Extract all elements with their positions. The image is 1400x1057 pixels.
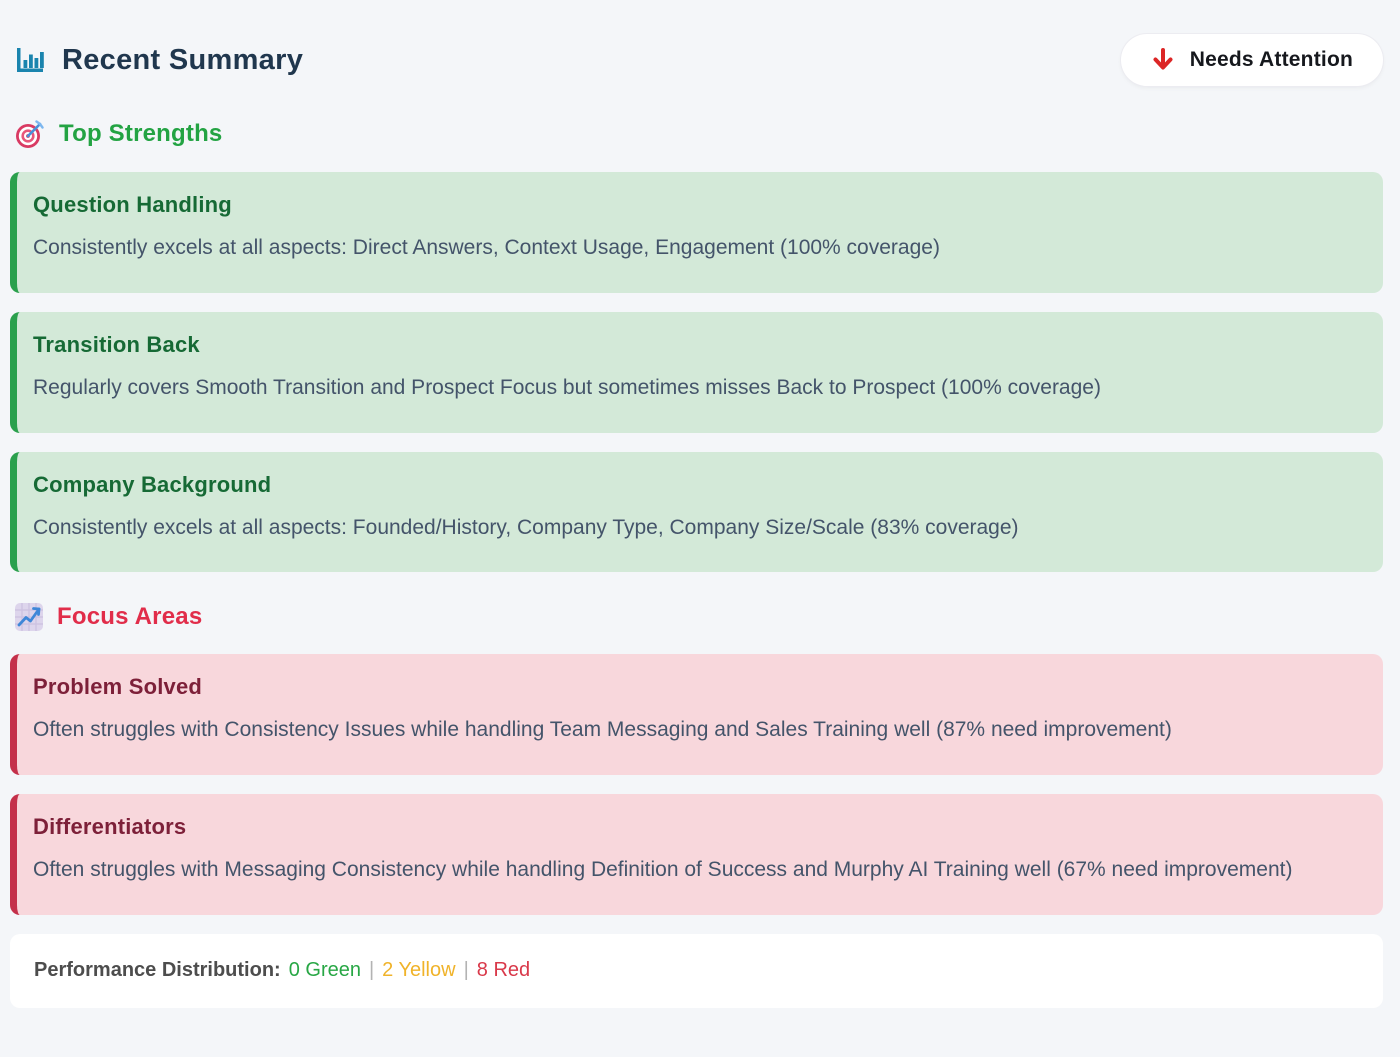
strength-card-company-background: Company Background Consistently excels a… bbox=[10, 451, 1383, 573]
card-description: Often struggles with Messaging Consisten… bbox=[33, 858, 1293, 881]
needs-attention-badge[interactable]: Needs Attention bbox=[1120, 34, 1383, 86]
card-description: Consistently excels at all aspects: Dire… bbox=[33, 236, 940, 259]
focus-areas-heading: Focus Areas bbox=[14, 602, 1383, 632]
card-title: Company Background bbox=[33, 471, 272, 497]
chart-increasing-icon bbox=[14, 602, 44, 632]
card-description: Often struggles with Consistency Issues … bbox=[33, 718, 1172, 742]
bar-chart-icon bbox=[14, 45, 46, 75]
card-title: Question Handling bbox=[33, 192, 232, 217]
title-wrap: Recent Summary bbox=[14, 44, 303, 77]
green-count: 0 Green bbox=[288, 958, 361, 981]
yellow-count: 2 Yellow bbox=[382, 958, 456, 981]
separator: | bbox=[368, 958, 375, 981]
strength-card-question-handling: Question Handling Consistently excels at… bbox=[10, 172, 1383, 293]
focus-card-differentiators: Differentiators Often struggles with Mes… bbox=[10, 794, 1383, 915]
focus-card-problem-solved: Problem Solved Often struggles with Cons… bbox=[10, 654, 1383, 775]
focus-areas-label: Focus Areas bbox=[57, 603, 203, 631]
card-description: Regularly covers Smooth Transition and P… bbox=[33, 375, 1101, 399]
top-strengths-label: Top Strengths bbox=[59, 120, 223, 147]
dart-target-icon bbox=[14, 118, 46, 150]
down-arrow-icon bbox=[1151, 47, 1175, 73]
page-title: Recent Summary bbox=[62, 43, 304, 76]
red-count: 8 Red bbox=[476, 958, 531, 981]
badge-label: Needs Attention bbox=[1189, 48, 1353, 71]
top-strengths-heading: Top Strengths bbox=[14, 118, 1383, 150]
recent-summary-panel: Recent Summary Needs Attention Top bbox=[10, 34, 1383, 1008]
performance-distribution-card: Performance Distribution: 0 Green | 2 Yello… bbox=[10, 933, 1383, 1008]
performance-distribution-label: Performance Distribution: bbox=[34, 958, 281, 981]
strength-card-transition-back: Transition Back Regularly covers Smooth … bbox=[10, 311, 1383, 433]
card-title: Problem Solved bbox=[33, 674, 203, 700]
header: Recent Summary Needs Attention bbox=[10, 34, 1383, 86]
separator: | bbox=[463, 958, 469, 981]
performance-distribution-line: Performance Distribution: 0 Green | 2 Yello… bbox=[34, 959, 1359, 982]
card-title: Differentiators bbox=[33, 814, 187, 839]
card-description: Consistently excels at all aspects: Foun… bbox=[33, 515, 1019, 539]
card-title: Transition Back bbox=[33, 331, 200, 357]
